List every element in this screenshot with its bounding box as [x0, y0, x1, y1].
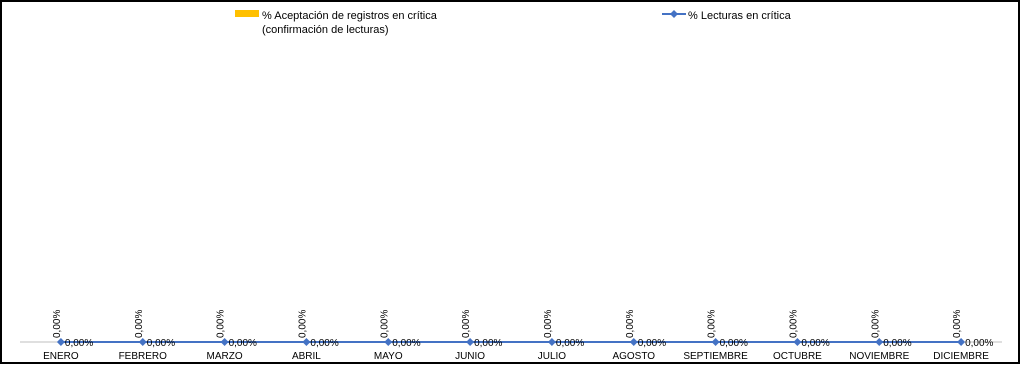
x-tick-label: MAYO [374, 351, 403, 362]
legend-label-bar-line-2: (confirmación de lecturas) [262, 24, 389, 36]
bar-data-label: 0,00% [379, 310, 390, 338]
line-marker [547, 338, 556, 346]
legend-label-line: % Lecturas en crítica [688, 10, 792, 22]
line-data-label: 0,00% [147, 338, 175, 349]
x-tick-label: MARZO [207, 351, 243, 362]
legend-swatch-bar [235, 10, 259, 17]
bar-data-label: 0,00% [134, 310, 145, 338]
bar-data-label: 0,00% [707, 310, 718, 338]
line-marker [302, 338, 311, 346]
legend: % Aceptación de registros en crítica (con… [235, 10, 792, 36]
line-marker [711, 338, 720, 346]
line-data-label: 0,00% [883, 338, 911, 349]
x-tick-label: FEBRERO [119, 351, 168, 362]
x-tick-label: JULIO [538, 351, 567, 362]
bar-data-label: 0,00% [870, 310, 881, 338]
x-tick-label: ABRIL [292, 351, 321, 362]
line-data-label: 0,00% [801, 338, 829, 349]
line-data-label: 0,00% [556, 338, 584, 349]
line-data-label: 0,00% [720, 338, 748, 349]
bar-data-label: 0,00% [216, 310, 227, 338]
line-marker [220, 338, 229, 346]
line-data-label: 0,00% [392, 338, 420, 349]
x-tick-label: DICIEMBRE [933, 351, 989, 362]
bar-data-label: 0,00% [52, 310, 63, 338]
x-tick-label: ENERO [43, 351, 79, 362]
x-tick-label: AGOSTO [612, 351, 655, 362]
line-marker [629, 338, 638, 346]
x-tick-label: NOVIEMBRE [849, 351, 909, 362]
chart-svg: % Aceptación de registros en crítica (con… [20, 10, 1002, 362]
line-marker [56, 338, 65, 346]
line-marker [466, 338, 475, 346]
x-tick-label: OCTUBRE [773, 351, 822, 362]
legend-swatch-marker [670, 10, 678, 18]
bar-data-label: 0,00% [625, 310, 636, 338]
line-data-label: 0,00% [65, 338, 93, 349]
line-data-label: 0,00% [474, 338, 502, 349]
line-data-label: 0,00% [638, 338, 666, 349]
line-data-label: 0,00% [229, 338, 257, 349]
line-marker [793, 338, 802, 346]
bar-data-label: 0,00% [788, 310, 799, 338]
line-data-label: 0,00% [310, 338, 338, 349]
plot-area: 0,00% 0,00% 0,00% 0,00% 0,00% 0,00% 0,00% 0,00%… [20, 310, 1002, 362]
line-marker [957, 338, 966, 346]
line-marker [384, 338, 393, 346]
line-marker [138, 338, 147, 346]
bar-data-label: 0,00% [543, 310, 554, 338]
bar-data-label: 0,00% [461, 310, 472, 338]
legend-label-bar-line-1: % Aceptación de registros en crítica [262, 10, 438, 22]
line-data-label: 0,00% [965, 338, 993, 349]
bar-data-label: 0,00% [952, 310, 963, 338]
line-marker [875, 338, 884, 346]
bar-data-label: 0,00% [297, 310, 308, 338]
x-tick-label: SEPTIEMBRE [683, 351, 748, 362]
x-tick-label: JUNIO [455, 351, 485, 362]
